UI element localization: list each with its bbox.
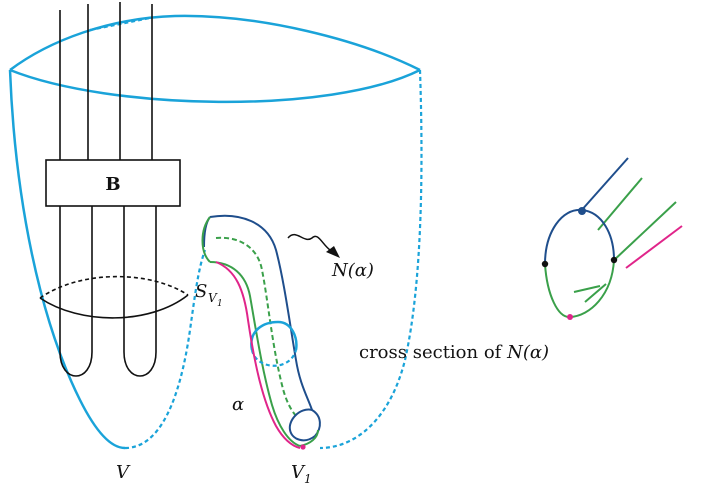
- svg-text:S: S: [195, 281, 207, 302]
- braid-strands: [59, 2, 157, 377]
- svg-text:1: 1: [217, 299, 223, 309]
- label-arc: α: [232, 394, 244, 415]
- caption-text: cross section of: [359, 342, 507, 363]
- cross-section-inset: [541, 157, 683, 320]
- tube-neighborhood: [201, 214, 321, 447]
- top-disk: [9, 14, 421, 104]
- braid-box-label: B: [105, 174, 120, 195]
- boundary-V: [8, 69, 423, 450]
- svg-text:1: 1: [304, 472, 312, 486]
- braid-box: B: [45, 159, 181, 207]
- squiggle-arrow: [287, 233, 340, 258]
- caption: cross section of N(α): [359, 342, 549, 363]
- svg-text:V: V: [291, 462, 306, 483]
- meridian-disk: [39, 275, 189, 319]
- tube-meridian-circle: [250, 320, 298, 367]
- label-V: V: [116, 462, 131, 483]
- label-surface: S V 1: [195, 281, 223, 309]
- label-V1: V 1: [291, 462, 312, 486]
- label-neighborhood: N(α): [331, 260, 374, 281]
- arc-alpha: [215, 261, 306, 450]
- caption-math: N(α): [506, 342, 549, 363]
- svg-text:V: V: [208, 291, 218, 305]
